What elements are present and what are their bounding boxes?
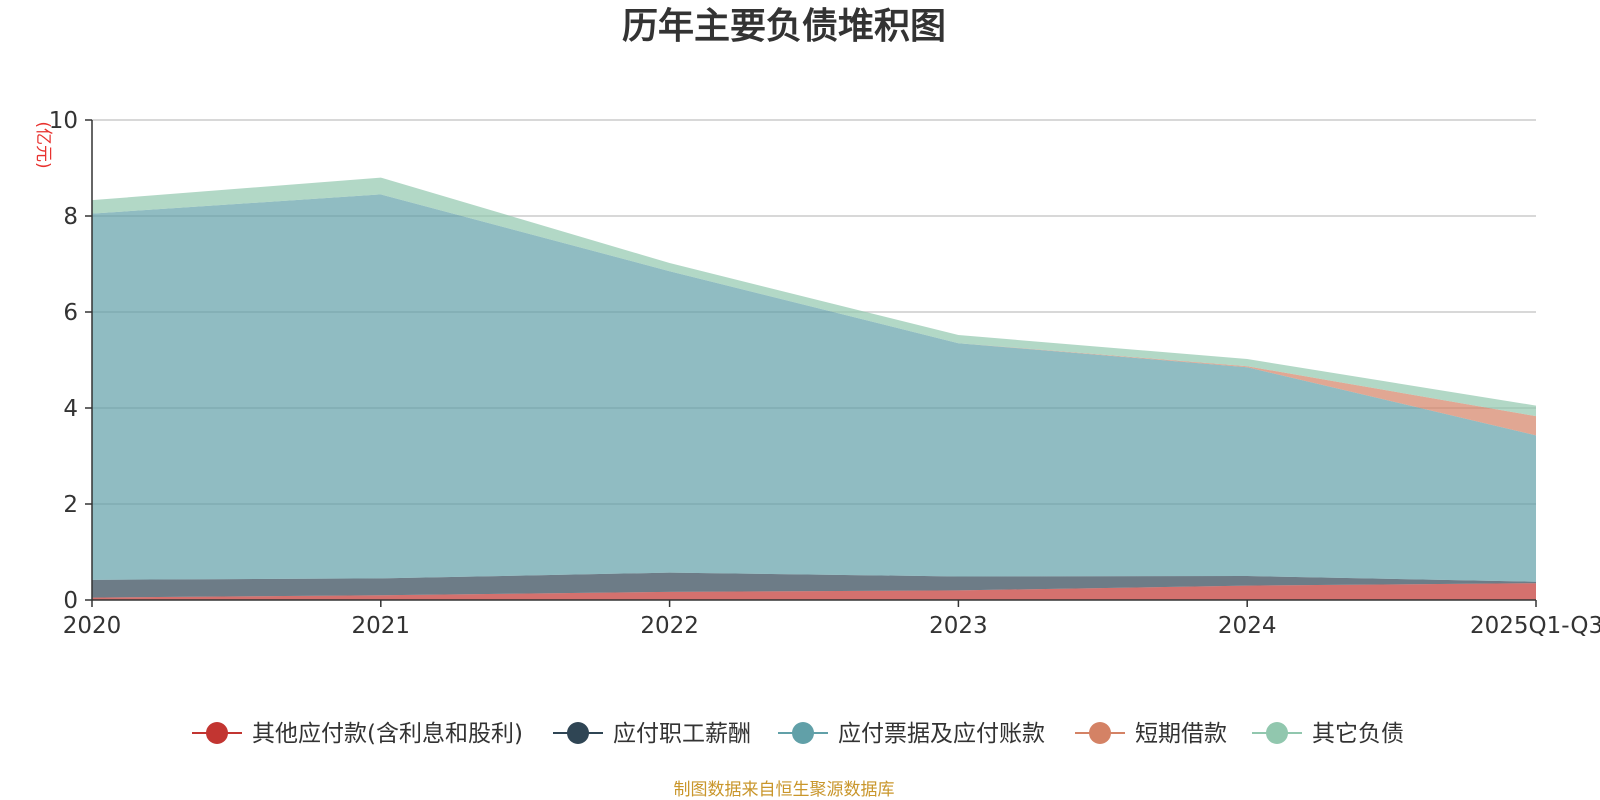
x-tick-label: 2023	[929, 613, 988, 639]
legend: 其他应付款(含利息和股利) 应付职工薪酬 应付票据及应付账款 短期借款 其它负债	[192, 721, 1404, 747]
legend-marker	[1089, 722, 1111, 744]
x-tick-label: 2022	[640, 613, 699, 639]
legend-marker	[792, 722, 814, 744]
legend-label: 其它负债	[1312, 721, 1404, 747]
y-tick-label: 8	[63, 204, 78, 230]
x-tick-label: 2021	[352, 613, 411, 639]
series-areas	[92, 177, 1536, 600]
legend-item-2: 应付票据及应付账款	[778, 721, 1045, 747]
chart-title: 历年主要负债堆积图	[622, 6, 946, 47]
y-tick-label: 0	[63, 588, 78, 614]
x-tick-label: 2024	[1218, 613, 1277, 639]
axes: 0 2 4 6 8 10 2020 2021 2022 2023 2024 2025Q1-Q3	[49, 108, 1600, 639]
legend-label: 其他应付款(含利息和股利)	[252, 721, 523, 747]
legend-label: 应付票据及应付账款	[838, 721, 1045, 747]
series-area-0	[92, 583, 1536, 600]
series-area-1	[92, 572, 1536, 598]
legend-marker	[1266, 722, 1288, 744]
legend-label: 应付职工薪酬	[613, 721, 751, 747]
y-tick-label: 4	[63, 396, 78, 422]
legend-item-1: 应付职工薪酬	[553, 721, 751, 747]
x-tick-label: 2020	[63, 613, 122, 639]
source-note: 制图数据来自恒生聚源数据库	[674, 780, 895, 800]
legend-marker	[567, 722, 589, 744]
legend-item-4: 其它负债	[1252, 721, 1404, 747]
series-area-4	[92, 177, 1536, 417]
legend-item-3: 短期借款	[1075, 721, 1227, 747]
series-area-2	[92, 194, 1536, 582]
legend-item-0: 其他应付款(含利息和股利)	[192, 721, 523, 747]
legend-label: 短期借款	[1135, 721, 1227, 747]
y-axis-unit-label: (亿元)	[33, 121, 53, 168]
legend-marker	[206, 722, 228, 744]
x-tick-label: 2025Q1-Q3	[1470, 613, 1600, 639]
y-tick-label: 2	[63, 492, 78, 518]
y-tick-label: 6	[63, 300, 78, 326]
y-tick-label: 10	[49, 108, 78, 134]
